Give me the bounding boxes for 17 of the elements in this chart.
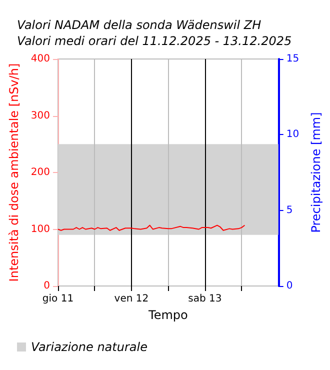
x-tick-label: ven 12: [114, 294, 149, 304]
y2-tick-label: 10: [286, 129, 300, 140]
x-tick-label: gio 11: [42, 294, 74, 304]
legend-label: Variazione naturale: [31, 340, 148, 354]
y-tick-label: 100: [30, 224, 50, 235]
y2-tick-label: 5: [286, 204, 293, 216]
y2-axis-title: Precipitazione [mm]: [309, 112, 323, 233]
chart-title: Valori NADAM della sonda Wädenswil ZH Valori medi orari del 11.12.2025 - 13.12.2025: [17, 18, 292, 48]
x-tick-label: sab 13: [188, 294, 222, 304]
x-axis-title: Tempo: [148, 308, 188, 322]
y-tick-label: 400: [30, 54, 50, 64]
y-tick-label: 200: [30, 167, 50, 178]
y2-tick-label: 15: [286, 54, 300, 64]
y-tick-label: 300: [30, 110, 50, 122]
y-tick-label: 0: [44, 280, 50, 292]
y-axis-title: Intensità di dose ambientale [nSv/h]: [7, 63, 21, 282]
y2-tick-label: 0: [286, 280, 293, 292]
